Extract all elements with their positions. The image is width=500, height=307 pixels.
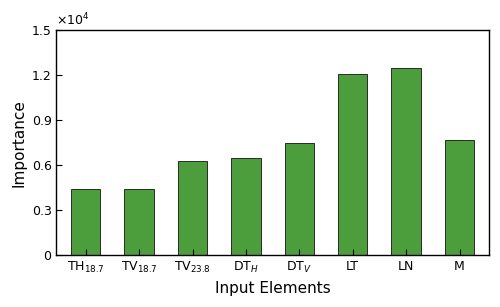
Bar [124,189,154,255]
Bar [232,158,260,255]
X-axis label: Input Elements: Input Elements [215,281,330,296]
Bar [445,140,474,255]
Bar [284,143,314,255]
Text: $\times10^4$: $\times10^4$ [56,11,90,28]
Y-axis label: Importance: Importance [11,99,26,187]
Bar [178,161,207,255]
Bar [338,74,368,255]
Bar [392,68,421,255]
Bar [71,189,101,255]
